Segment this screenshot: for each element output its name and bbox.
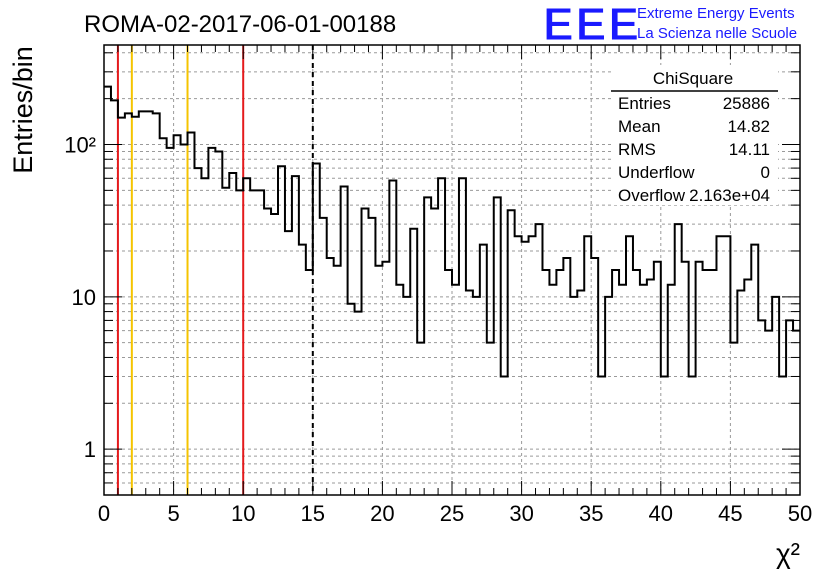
stats-label-mean: Mean — [618, 117, 661, 136]
stats-value-mean: 14.82 — [727, 117, 770, 136]
stats-box-bg — [611, 65, 778, 205]
x-tick-label: 50 — [788, 501, 812, 526]
stats-value-overflow: 2.163e+04 — [689, 186, 770, 205]
stats-value-underflow: 0 — [761, 163, 770, 182]
x-tick-label: 30 — [509, 501, 533, 526]
x-tick-label: 0 — [98, 501, 110, 526]
stats-label-rms: RMS — [618, 140, 656, 159]
y-tick-label: 1 — [84, 437, 96, 462]
plot-frame — [103, 44, 801, 496]
eee-logo: EEE Extreme Energy Events La Scienza nel… — [543, 0, 798, 51]
y-tick-label: 10² — [64, 132, 96, 157]
run-title: ROMA-02-2017-06-01-00188 — [84, 11, 396, 38]
x-tick-label: 5 — [167, 501, 179, 526]
tick-labels-layer: 0 5 10 15 20 25 30 35 40 45 50 1 10 10² — [64, 132, 812, 526]
x-axis-title: χ² — [776, 538, 800, 569]
x-tick-label: 20 — [370, 501, 394, 526]
eee-logo-mark: EEE — [543, 0, 641, 50]
histogram-outline — [104, 85, 800, 378]
y-axis-title: Entries/bin — [8, 46, 38, 174]
x-tick-label: 40 — [649, 501, 673, 526]
x-tick-label: 10 — [231, 501, 255, 526]
stats-value-entries: 25886 — [723, 94, 770, 113]
y-tick-label: 10 — [72, 285, 96, 310]
stats-label-overflow: Overflow — [618, 186, 686, 205]
logo-line-1: Extreme Energy Events — [637, 5, 795, 22]
x-tick-label: 35 — [579, 501, 603, 526]
stats-box: ChiSquare Entries 25886 Mean 14.82 RMS 1… — [611, 65, 778, 205]
stats-label-entries: Entries — [618, 94, 671, 113]
stats-label-underflow: Underflow — [618, 163, 695, 182]
x-tick-label: 15 — [301, 501, 325, 526]
stats-title: ChiSquare — [653, 69, 733, 88]
x-tick-label: 45 — [718, 501, 742, 526]
stats-value-rms: 14.11 — [729, 140, 770, 159]
logo-line-2: La Scienza nelle Scuole — [637, 25, 797, 42]
x-tick-label: 25 — [440, 501, 464, 526]
